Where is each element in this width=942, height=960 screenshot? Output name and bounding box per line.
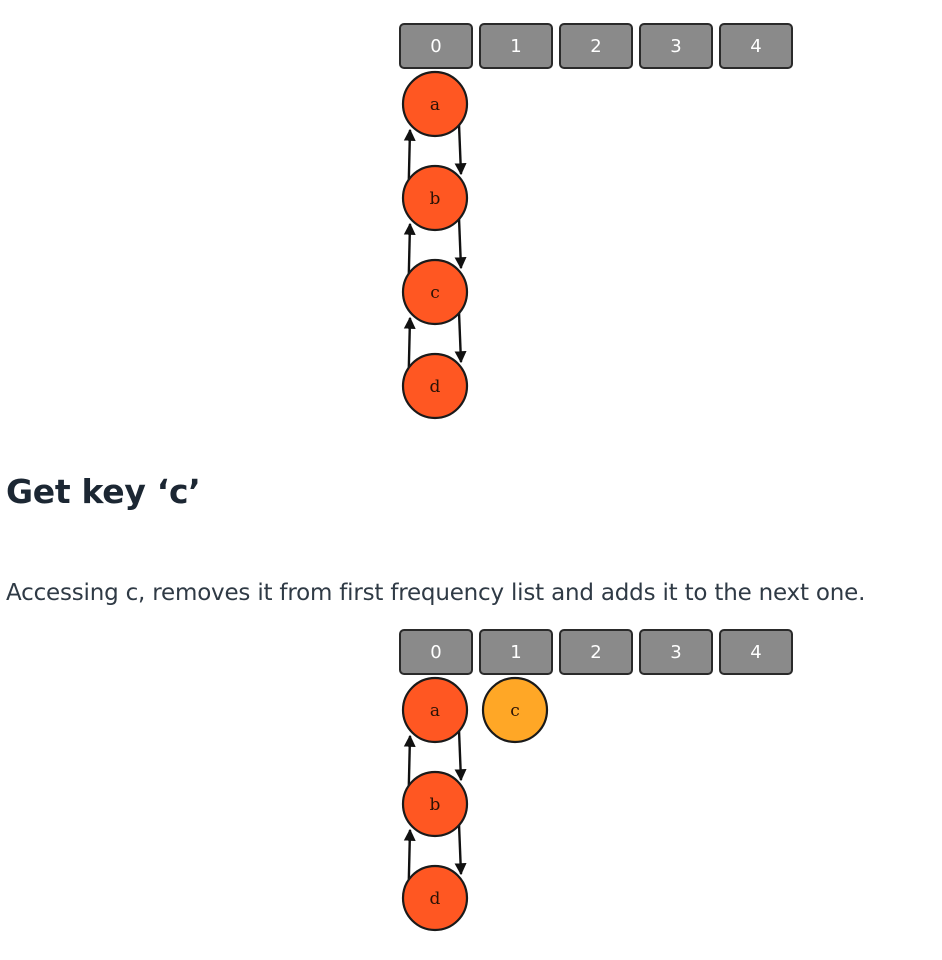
- section-heading: Get key ‘c’: [6, 472, 201, 511]
- list-node-b: b: [401, 770, 469, 838]
- list-node-c: c: [481, 676, 549, 744]
- node-label: a: [430, 95, 440, 115]
- next-pointer-arrow: [454, 311, 467, 364]
- bucket-label: 2: [590, 642, 601, 663]
- node-label: d: [430, 377, 441, 397]
- frequency-diagram-after: 0 1 2 3 4 a b d c: [0, 620, 942, 960]
- bucket-label: 3: [670, 36, 681, 57]
- next-pointer-arrow: [454, 217, 467, 270]
- bucket-cell-1: 1: [479, 629, 553, 675]
- bucket-cell-4: 4: [719, 23, 793, 69]
- list-node-d: d: [401, 352, 469, 420]
- node-label: c: [430, 283, 440, 303]
- bucket-label: 2: [590, 36, 601, 57]
- bucket-cell-2: 2: [559, 23, 633, 69]
- list-node-c: c: [401, 258, 469, 326]
- list-node-d: d: [401, 864, 469, 932]
- bucket-cell-3: 3: [639, 23, 713, 69]
- bucket-label: 0: [430, 642, 441, 663]
- next-pointer-arrow: [454, 729, 467, 782]
- bucket-cell-3: 3: [639, 629, 713, 675]
- bucket-label: 3: [670, 642, 681, 663]
- node-label: d: [430, 889, 441, 909]
- frequency-diagram-before: 0 1 2 3 4 a b c d: [0, 0, 942, 440]
- bucket-label: 1: [510, 36, 521, 57]
- list-node-b: b: [401, 164, 469, 232]
- list-node-a: a: [401, 676, 469, 744]
- node-label: a: [430, 701, 440, 721]
- bucket-cell-2: 2: [559, 629, 633, 675]
- description-paragraph: Accessing c, removes it from first frequ…: [6, 580, 866, 606]
- bucket-cell-0: 0: [399, 629, 473, 675]
- node-label: c: [510, 701, 520, 721]
- bucket-label: 4: [750, 642, 761, 663]
- list-node-a: a: [401, 70, 469, 138]
- bucket-cell-0: 0: [399, 23, 473, 69]
- bucket-cell-1: 1: [479, 23, 553, 69]
- frequency-diagram-after-svg: 0 1 2 3 4 a b d c: [399, 629, 793, 932]
- bucket-cell-4: 4: [719, 629, 793, 675]
- node-label: b: [430, 189, 441, 209]
- next-pointer-arrow: [454, 123, 467, 176]
- bucket-label: 4: [750, 36, 761, 57]
- node-label: b: [430, 795, 441, 815]
- bucket-label: 0: [430, 36, 441, 57]
- frequency-diagram-before-svg: 0 1 2 3 4 a b c d: [399, 23, 793, 420]
- bucket-label: 1: [510, 642, 521, 663]
- next-pointer-arrow: [454, 823, 467, 876]
